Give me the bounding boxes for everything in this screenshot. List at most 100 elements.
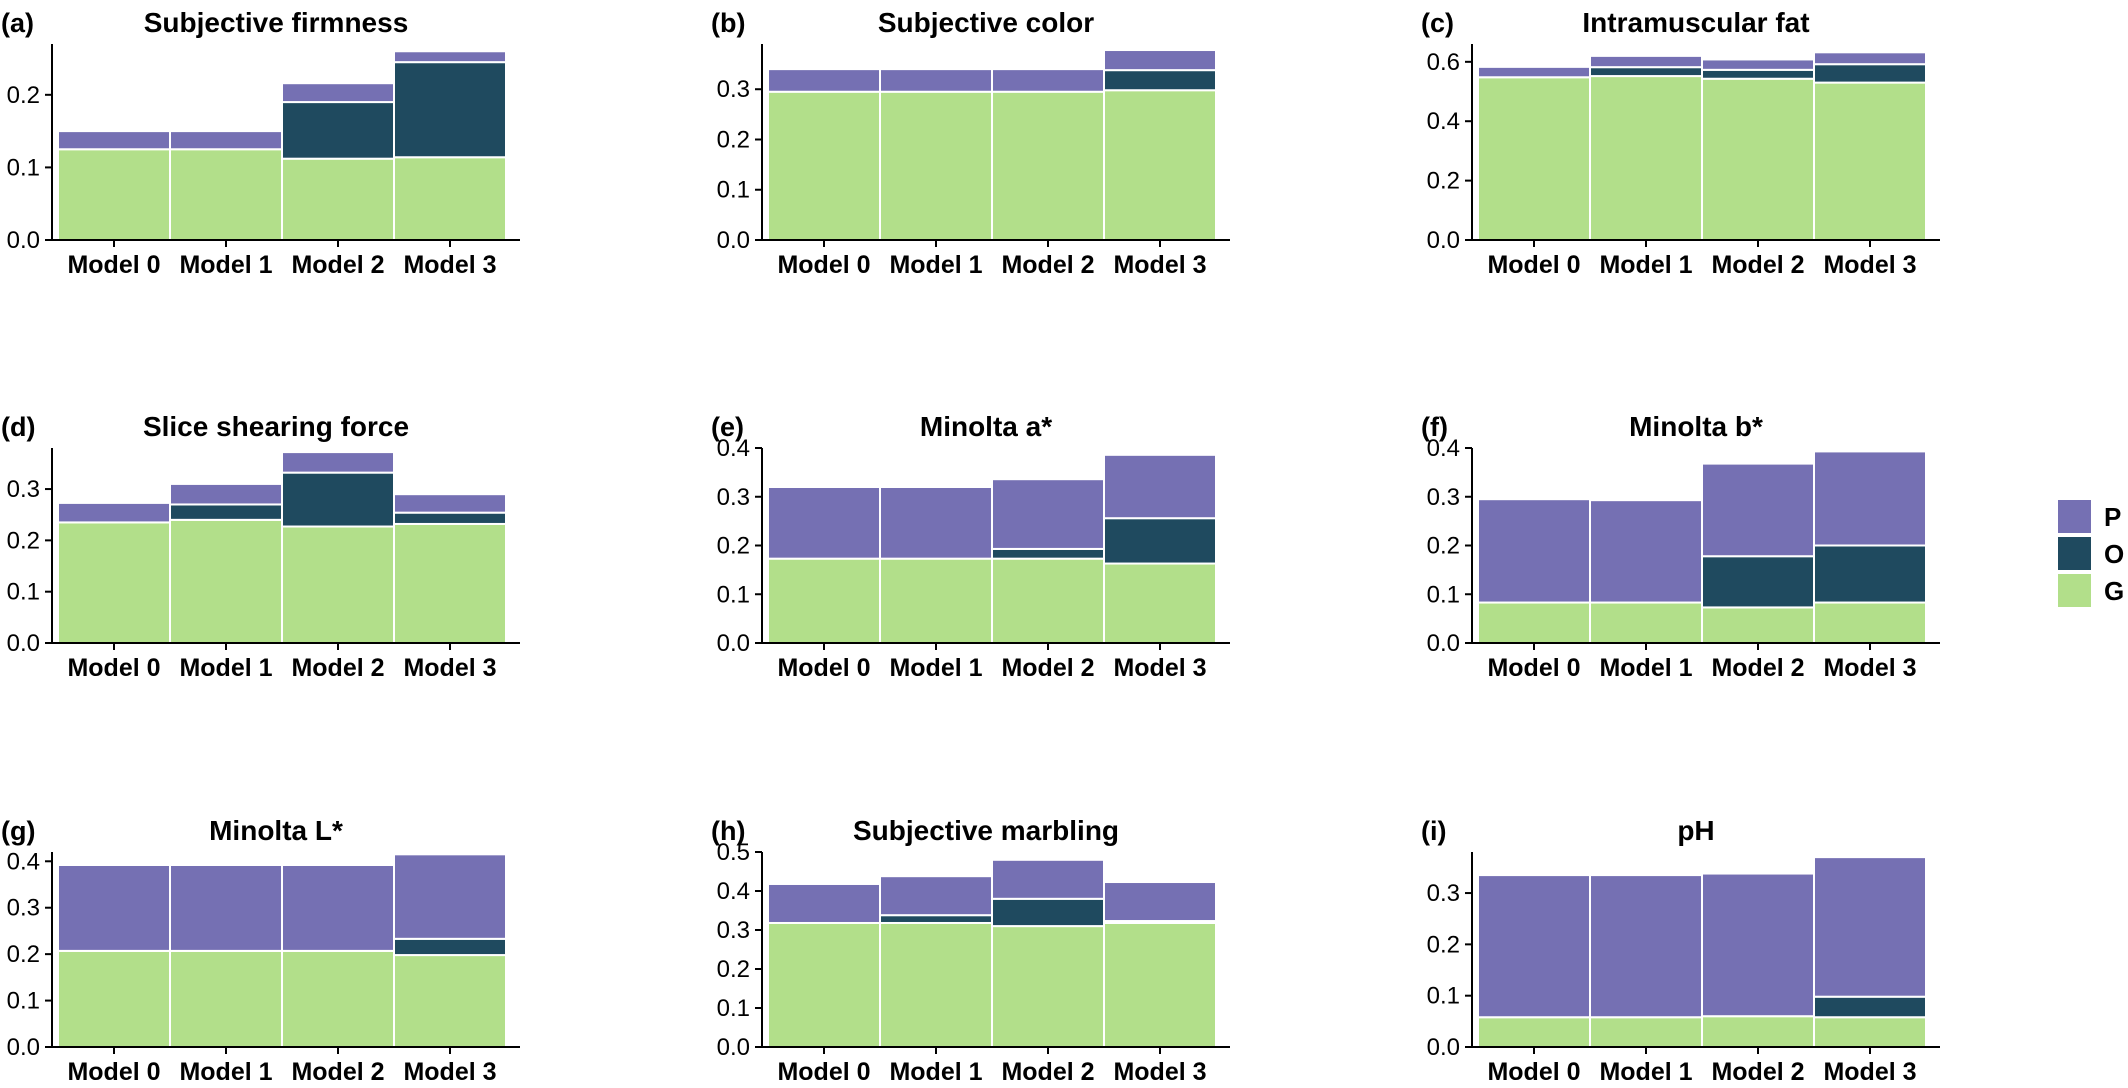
bar-segment-G: [991, 90, 1105, 241]
bar-segment-G: [767, 921, 881, 1048]
bar-segment-O: [281, 471, 395, 528]
legend-label: G: [2104, 576, 2124, 606]
y-tick-label: 0.0: [7, 630, 40, 657]
chart-title: Subjective marbling: [853, 815, 1119, 846]
y-tick-label: 0.0: [1427, 630, 1460, 657]
legend-label: P: [2104, 502, 2121, 532]
bar-segment-G: [57, 521, 171, 644]
bar-segment-O: [393, 937, 507, 957]
bar-segment-P: [1589, 499, 1703, 604]
x-tick-label: Model 2: [291, 1058, 384, 1086]
y-tick-label: 0.0: [717, 1034, 750, 1061]
chart-panel: (a) Subjective firmness Model 0 Model 1 Mode…: [1, 7, 520, 279]
bar-segment-O: [1589, 66, 1703, 78]
chart-panel: (e) Minolta a* Model 0 Model 1 Model 2 Model …: [711, 411, 1230, 682]
bar-segment-G: [1813, 1016, 1927, 1048]
chart-panel: (b) Subjective color Model 0 Model 1 Model 2…: [711, 7, 1230, 279]
x-tick-label: Model 3: [403, 1058, 496, 1086]
bar-segment-G: [767, 90, 881, 241]
bar-segment-G: [879, 90, 993, 241]
bar-segment-O: [169, 503, 283, 521]
bar-segment-O: [393, 511, 507, 525]
x-tick-label: Model 3: [1113, 251, 1206, 279]
bar-segment-P: [1477, 874, 1591, 1019]
x-tick-label: Model 3: [403, 654, 496, 682]
x-tick-label: Model 0: [1487, 654, 1580, 682]
bar-segment-P: [1103, 49, 1217, 72]
x-tick-label: Model 2: [1711, 1058, 1804, 1086]
y-tick-label: 0.3: [1427, 484, 1460, 511]
y-tick-label: 0.3: [717, 76, 750, 103]
bar-segment-P: [879, 486, 993, 560]
bar-segment-G: [1589, 75, 1703, 241]
y-tick-label: 0.2: [7, 941, 40, 968]
x-tick-label: Model 2: [1001, 251, 1094, 279]
bar-segment-P: [1813, 450, 1927, 547]
bar-segment-O: [393, 61, 507, 159]
y-tick-label: 0.0: [7, 227, 40, 254]
bar-segment-G: [169, 949, 283, 1049]
y-tick-label: 0.0: [7, 1034, 40, 1061]
x-tick-label: Model 1: [889, 1058, 982, 1086]
y-tick-label: 0.4: [1427, 435, 1460, 462]
y-tick-label: 0.1: [7, 154, 40, 181]
x-tick-label: Model 0: [1487, 1058, 1580, 1086]
chart-panel: (i) pH Model 0 Model 1 Model 2 Model 3 0.0 0.1 0…: [1421, 815, 1940, 1086]
bar-segment-O: [1701, 555, 1815, 609]
bar-segment-P: [1589, 874, 1703, 1019]
y-tick-label: 0.1: [7, 579, 40, 606]
y-tick-label: 0.1: [7, 988, 40, 1015]
x-tick-label: Model 2: [291, 251, 384, 279]
y-tick-label: 0.1: [1427, 581, 1460, 608]
bar-segment-P: [767, 68, 881, 93]
panel-tag: (c): [1421, 8, 1454, 38]
bar-segment-P: [1813, 51, 1927, 66]
bar-segment-P: [393, 853, 507, 940]
bar-segment-O: [991, 547, 1105, 560]
bar-segment-G: [1589, 1016, 1703, 1048]
bar-segment-G: [1477, 76, 1591, 241]
bar-segment-P: [169, 130, 283, 151]
x-tick-label: Model 0: [777, 251, 870, 279]
chart-title: Minolta L*: [209, 815, 343, 846]
y-tick-label: 0.3: [1427, 880, 1460, 907]
bar-segment-G: [879, 557, 993, 644]
bar-segment-G: [1701, 606, 1815, 644]
chart-panel: (g) Minolta L* Model 0 Model 1 Model 2 Model …: [1, 815, 520, 1086]
bar-segment-G: [767, 557, 881, 644]
x-tick-label: Model 1: [179, 1058, 272, 1086]
y-tick-label: 0.3: [7, 476, 40, 503]
chart-title: Slice shearing force: [143, 411, 409, 442]
bar-segment-P: [57, 130, 171, 151]
bar-segment-P: [1701, 462, 1815, 558]
bar-segment-G: [1103, 921, 1217, 1048]
panel-tag: (d): [1, 412, 35, 442]
chart-panel: (d) Slice shearing force Model 0 Model 1 Mod…: [1, 411, 520, 682]
x-tick-label: Model 2: [1711, 654, 1804, 682]
bar-segment-O: [1103, 517, 1217, 565]
bar-segment-P: [879, 875, 993, 917]
panel-tag: (b): [711, 8, 745, 38]
y-tick-label: 0.5: [717, 839, 750, 866]
x-tick-label: Model 0: [1487, 251, 1580, 279]
y-tick-label: 0.1: [717, 995, 750, 1022]
x-tick-label: Model 3: [1113, 1058, 1206, 1086]
x-tick-label: Model 1: [1599, 654, 1692, 682]
bar-segment-G: [281, 525, 395, 645]
bar-segment-P: [991, 478, 1105, 550]
bar-segment-G: [879, 921, 993, 1048]
bar-segment-G: [393, 522, 507, 645]
bar-segment-P: [57, 501, 171, 524]
bar-segment-G: [57, 949, 171, 1049]
bar-segment-G: [1701, 1015, 1815, 1048]
panel-tag: (g): [1, 816, 35, 846]
x-tick-label: Model 1: [1599, 251, 1692, 279]
chart-title: Minolta a*: [920, 411, 1052, 442]
y-tick-label: 0.3: [717, 917, 750, 944]
bar-segment-G: [1813, 81, 1927, 241]
y-tick-label: 0.0: [1427, 1034, 1460, 1061]
y-tick-label: 0.2: [717, 533, 750, 560]
bar-segment-P: [281, 82, 395, 104]
x-tick-label: Model 2: [1001, 654, 1094, 682]
y-tick-label: 0.4: [7, 848, 40, 875]
